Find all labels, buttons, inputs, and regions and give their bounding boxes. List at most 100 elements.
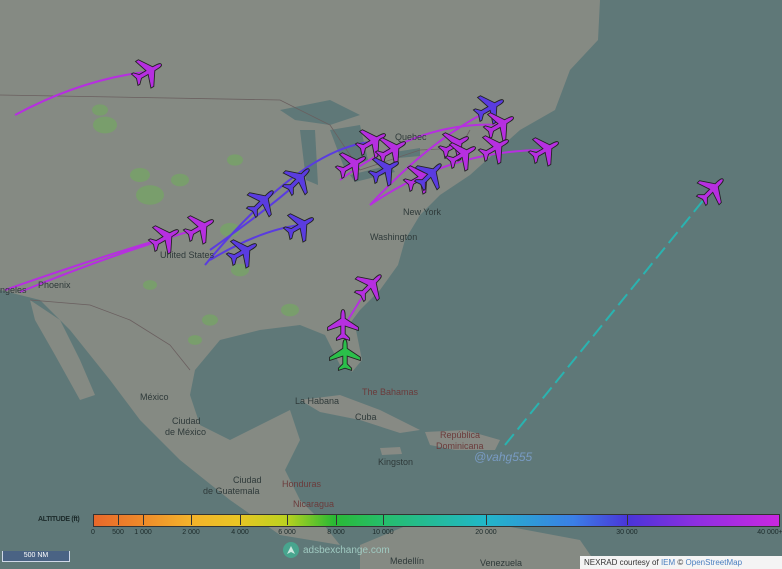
- legend-tick-line: [191, 514, 192, 525]
- adsbexchange-logo-icon: [283, 542, 299, 558]
- legend-tick-label: 2 000: [182, 529, 200, 536]
- brand-badge[interactable]: adsbexchange.com: [283, 542, 390, 558]
- aircraft-icon[interactable]: [408, 153, 452, 197]
- flight-trail: [14, 71, 146, 116]
- us-mexico-border: [29, 299, 191, 371]
- aircraft-icon[interactable]: [222, 231, 264, 273]
- attribution-prefix: NEXRAD courtesy of: [584, 558, 659, 567]
- flight-trail: [4, 237, 166, 291]
- weather-cell: [281, 303, 299, 317]
- label-venezuela: Venezuela: [480, 558, 522, 568]
- label-los-angeles: ngeles: [0, 285, 27, 295]
- legend-tick-line: [486, 514, 487, 525]
- aircraft-icon[interactable]: [690, 168, 734, 212]
- label-guatemala-2: de Guatemala: [203, 486, 260, 496]
- label-kingston: Kingston: [378, 457, 413, 467]
- aircraft-icon[interactable]: [329, 339, 361, 372]
- legend-tick-label: 30 000: [616, 529, 638, 536]
- label-honduras: Honduras: [282, 479, 322, 489]
- weather-radar-overlay: [92, 104, 299, 345]
- weather-cell: [171, 173, 189, 187]
- legend-tick-line: [336, 514, 337, 525]
- aircraft-icon[interactable]: [179, 207, 221, 249]
- flight-trail: [19, 227, 201, 293]
- legend-tick-line: [143, 514, 144, 525]
- aircraft-layer[interactable]: [127, 51, 734, 372]
- land-cuba: [300, 395, 420, 433]
- label-la-habana: La Habana: [295, 396, 339, 406]
- label-cuba: Cuba: [355, 412, 377, 422]
- land-south-america: [360, 520, 600, 569]
- weather-cell: [188, 335, 202, 345]
- label-medellin: Medellín: [390, 556, 424, 566]
- legend-tick-line: [287, 514, 288, 525]
- aircraft-icon[interactable]: [479, 104, 521, 146]
- brand-name: adsbexchange.com: [303, 544, 390, 556]
- land-baja: [30, 300, 95, 400]
- watermark: @vahg555: [474, 450, 533, 464]
- label-ciudad-mexico-1: Ciudad: [172, 416, 201, 426]
- weather-cell: [220, 223, 240, 237]
- label-washington: Washington: [370, 232, 417, 242]
- legend-tick-label: 1 000: [134, 529, 152, 536]
- label-united-states: United States: [160, 250, 215, 260]
- altitude-color-bar: [93, 514, 780, 527]
- legend-tick-line: [627, 514, 628, 525]
- copyright-symbol: ©: [677, 558, 684, 567]
- flight-trail-ocean: [504, 191, 711, 446]
- osm-link[interactable]: OpenStreetMap: [685, 558, 743, 567]
- aircraft-icon[interactable]: [364, 149, 406, 191]
- aircraft-icon[interactable]: [127, 51, 169, 93]
- legend-tick-label: 8 000: [327, 529, 345, 536]
- legend-tick-line: [383, 514, 384, 525]
- altitude-legend: ALTITUDE (ft) 0 500 1 000 2 000 4 000 6 000 8 …: [0, 512, 782, 542]
- aircraft-icon[interactable]: [474, 127, 516, 169]
- weather-cell: [136, 185, 164, 205]
- legend-tick-label: 500: [112, 529, 124, 536]
- legend-tick-line: [118, 514, 119, 525]
- flight-trail: [209, 224, 301, 261]
- scale-bar: 500 NM: [2, 551, 70, 562]
- map-attribution: NEXRAD courtesy of IEM © OpenStreetMap: [580, 556, 782, 569]
- legend-tick-label: 4 000: [231, 529, 249, 536]
- weather-cell: [231, 263, 249, 277]
- aircraft-icon[interactable]: [441, 134, 483, 176]
- label-rep-dom-2: Dominicana: [436, 441, 484, 451]
- aircraft-icon[interactable]: [240, 180, 284, 224]
- legend-tick-label: 0: [91, 529, 95, 536]
- label-rep-dom-1: República: [440, 430, 480, 440]
- legend-title: ALTITUDE (ft): [38, 516, 80, 523]
- weather-cell: [92, 104, 108, 116]
- flight-trail: [369, 109, 491, 206]
- land-jamaica: [380, 447, 402, 455]
- label-phoenix: Phoenix: [38, 280, 71, 290]
- legend-tick-label: 6 000: [278, 529, 296, 536]
- legend-tick-line: [240, 514, 241, 525]
- aircraft-icon[interactable]: [279, 205, 321, 247]
- land-hispaniola: [425, 430, 500, 450]
- weather-cell: [143, 280, 157, 290]
- weather-cell: [227, 154, 243, 166]
- label-guatemala-1: Ciudad: [233, 475, 262, 485]
- label-new-york: New York: [403, 207, 442, 217]
- aircraft-icon[interactable]: [276, 158, 320, 202]
- weather-cell: [130, 168, 150, 182]
- label-mexico: México: [140, 392, 169, 402]
- legend-tick-label: 20 000: [475, 529, 497, 536]
- aircraft-icon[interactable]: [331, 144, 373, 186]
- aircraft-icon[interactable]: [327, 309, 359, 342]
- label-quebec: Quebec: [395, 132, 427, 142]
- legend-tick-label: 40 000+: [757, 529, 782, 536]
- aircraft-icon[interactable]: [371, 129, 413, 171]
- label-bahamas: The Bahamas: [362, 387, 419, 397]
- weather-cell: [93, 116, 117, 134]
- aircraft-icon[interactable]: [348, 264, 392, 308]
- label-ciudad-mexico-2: de México: [165, 427, 206, 437]
- iem-link[interactable]: IEM: [660, 558, 676, 567]
- weather-cell: [202, 314, 218, 326]
- aircraft-icon[interactable]: [524, 129, 566, 171]
- label-nicaragua: Nicaragua: [293, 499, 334, 509]
- legend-tick-label: 10 000: [372, 529, 394, 536]
- aircraft-icon[interactable]: [144, 217, 186, 259]
